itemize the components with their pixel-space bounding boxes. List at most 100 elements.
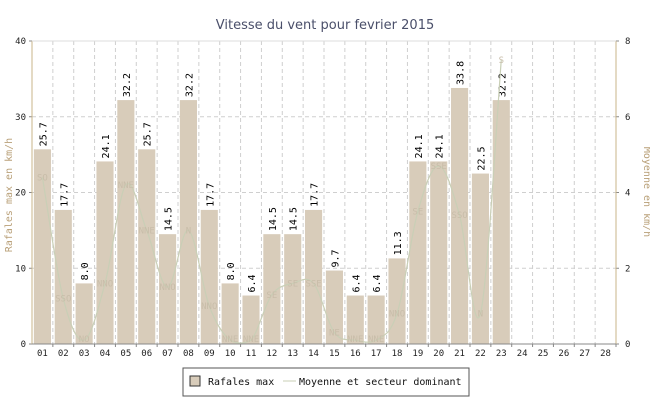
y-tick-label-left: 10	[15, 264, 26, 274]
x-tick-label: 01	[37, 349, 48, 359]
x-tick-label: 24	[517, 349, 528, 359]
sector-label: SSO	[451, 211, 467, 221]
bar-value-label: 9.7	[330, 249, 341, 267]
x-tick-label: 10	[225, 349, 236, 359]
bar-value-label: 6.4	[372, 274, 383, 292]
bar-value-label: 22.5	[476, 146, 487, 170]
sector-label: NNE	[118, 181, 134, 191]
bar-value-label: 6.4	[351, 274, 362, 292]
x-tick-label: 20	[433, 349, 444, 359]
bar-value-label: 17.7	[205, 183, 216, 207]
x-tick-label: 28	[600, 349, 611, 359]
y-axis-right-title: Moyenne en km/h	[641, 147, 650, 237]
y-tick-label-left: 0	[21, 340, 26, 350]
x-tick-label: 03	[79, 349, 90, 359]
bar-value-label: 32.2	[122, 73, 133, 97]
sector-label: NNE	[243, 335, 259, 345]
sector-label: NNE	[347, 335, 363, 345]
bar	[388, 258, 406, 344]
bar-value-label: 24.1	[101, 134, 112, 158]
x-tick-label: 19	[412, 349, 423, 359]
x-tick-label: 18	[392, 349, 403, 359]
x-tick-label: 05	[120, 349, 131, 359]
sector-label: NNO	[159, 283, 175, 293]
sector-label: N	[186, 226, 191, 236]
x-tick-label: 26	[558, 349, 569, 359]
bar	[75, 283, 93, 344]
sector-label: SSE	[431, 162, 447, 172]
bar	[138, 149, 156, 344]
x-tick-label: 27	[579, 349, 590, 359]
bar	[200, 209, 218, 344]
x-tick-label: 07	[162, 349, 173, 359]
y-tick-label-right: 2	[625, 264, 630, 274]
bar-value-label: 14.5	[289, 207, 300, 231]
bar-value-label: 17.7	[310, 183, 321, 207]
bar	[305, 209, 323, 344]
x-tick-label: 22	[475, 349, 486, 359]
sector-label: NNE	[222, 335, 238, 345]
x-tick-label: 06	[141, 349, 152, 359]
x-tick-label: 16	[350, 349, 361, 359]
sector-label: NE	[329, 329, 340, 339]
sector-label: NNE	[139, 226, 155, 236]
bar	[117, 100, 135, 345]
y-tick-label-left: 20	[15, 189, 26, 199]
average-line-path	[41, 59, 502, 344]
bar-value-label: 24.1	[435, 134, 446, 158]
bar-value-label: 32.2	[497, 73, 508, 97]
bar	[221, 283, 239, 344]
bar-value-label: 25.7	[143, 122, 154, 146]
y-tick-label-right: 4	[625, 189, 630, 199]
x-tick-label: 09	[204, 349, 215, 359]
sector-label: SO	[37, 173, 48, 183]
y-tick-label-left: 40	[15, 37, 26, 47]
y-tick-label-right: 0	[625, 340, 630, 350]
x-tick-label: 25	[538, 349, 549, 359]
bar	[284, 234, 302, 344]
x-tick-label: 14	[308, 349, 319, 359]
x-tick-label: 13	[287, 349, 298, 359]
x-tick-label: 21	[454, 349, 465, 359]
bar-value-label: 17.7	[59, 183, 70, 207]
bar	[367, 295, 385, 344]
y-tick-label-left: 30	[15, 113, 26, 123]
x-tick-label: 17	[371, 349, 382, 359]
x-tick-label: 11	[246, 349, 257, 359]
legend-label-line: Moyenne et secteur dominant	[299, 377, 462, 388]
bar	[54, 209, 72, 344]
bar	[33, 149, 51, 344]
bar	[179, 100, 197, 345]
bar-value-label: 8.0	[226, 262, 237, 280]
bar	[492, 100, 510, 345]
bar-value-label: 8.0	[80, 262, 91, 280]
x-tick-label: 23	[496, 349, 507, 359]
bar	[471, 173, 489, 344]
bars: 25.7 17.7 8.0 24.1 32.2 25.7 14.5 32.2 17.7 8.0 6.…	[33, 61, 510, 345]
sector-label: NO	[79, 335, 90, 345]
sector-label: NNO	[389, 310, 405, 320]
sector-label: SE	[287, 279, 298, 289]
legend-label-bars: Rafales max	[208, 377, 274, 388]
bar-value-label: 6.4	[247, 274, 258, 292]
bar	[430, 161, 448, 344]
sector-label: NNO	[201, 302, 217, 312]
bar-value-label: 14.5	[268, 207, 279, 231]
x-tick-label: 08	[183, 349, 194, 359]
average-line: SO SSO NO NNO NNE NNE NNO N NNO NNE NNE SE SE SSE NE NN…	[37, 56, 504, 345]
bar-value-label: 25.7	[38, 122, 49, 146]
bar-value-label: 33.8	[456, 61, 467, 85]
bar	[263, 234, 281, 344]
sector-label: SSO	[55, 295, 71, 305]
x-tick-label: 02	[58, 349, 69, 359]
legend-box	[182, 367, 470, 397]
x-tick-label: 15	[329, 349, 340, 359]
bar	[409, 161, 427, 344]
sector-label: SE	[412, 207, 423, 217]
sector-label: SSE	[305, 279, 321, 289]
y-tick-label-right: 6	[625, 113, 630, 123]
chart-title: Vitesse du vent pour fevrier 2015	[216, 18, 434, 33]
